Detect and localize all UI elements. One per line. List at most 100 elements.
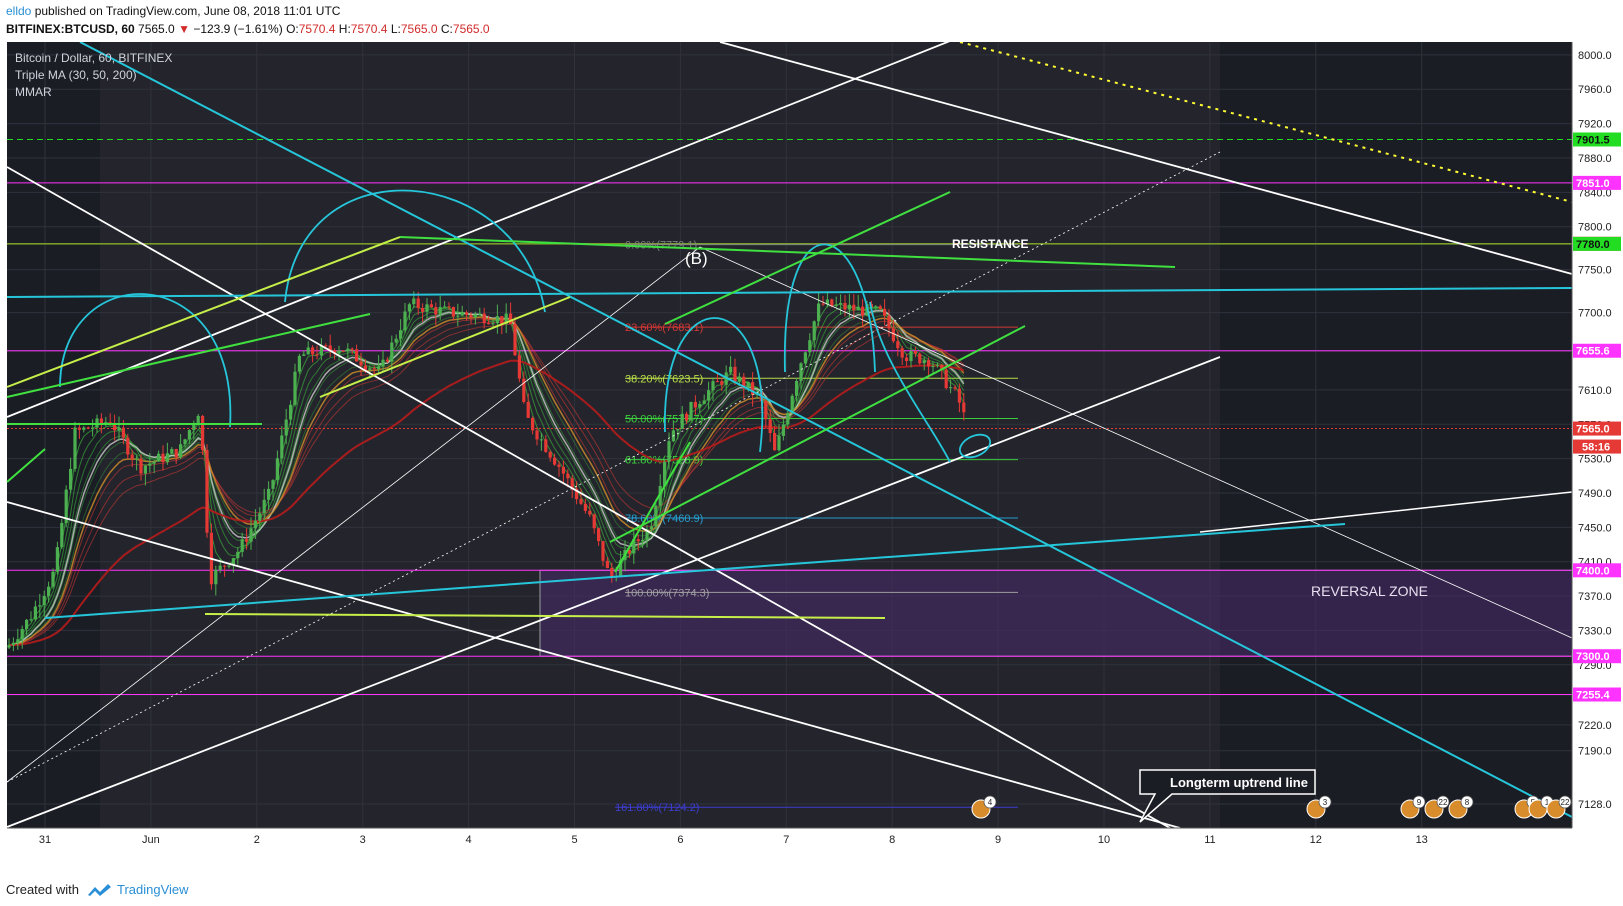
price-label-text: 7565.0 [1576,424,1610,436]
candle-body [289,404,293,420]
time-tick-label: 8 [889,834,895,846]
candle-body [535,430,539,440]
candle-body [33,606,37,620]
trend-drawings[interactable] [6,42,1573,829]
candle-body [20,628,24,640]
lime-line-b[interactable] [319,296,571,398]
candle-body [38,605,42,607]
candle-body [553,457,557,465]
candle-body [161,453,165,463]
candle-body [878,306,882,309]
chart-header: elldo published on TradingView.com, June… [0,0,1623,42]
candle-body [790,395,794,413]
candle-body [768,419,772,434]
reversal-zone-box[interactable] [539,569,1573,657]
candle-body [852,304,856,311]
event-count-bubble [1412,795,1426,809]
candle-body [667,441,671,462]
candle-body [412,298,416,305]
price-chart[interactable]: 0.00%(7779.1)23.60%(7683.1)38.20%(7623.5… [0,42,1623,878]
candle-body [605,560,609,568]
cyan-arc-1[interactable] [59,293,232,428]
green-channel-line-a[interactable] [6,313,371,398]
event-count-text: 22 [1439,798,1448,807]
candle-body [737,376,741,382]
white-uptrend-line[interactable] [6,356,1221,828]
candle-body [174,449,178,458]
fib-label: 100.00%(7374.3) [625,587,709,599]
green-small-stroke[interactable] [6,448,46,483]
yellow-dotted-line[interactable] [959,42,1573,203]
time-tick-label: 13 [1416,834,1428,846]
time-tick-label: 2 [254,834,260,846]
green-channel-line-c[interactable] [609,325,1026,543]
tradingview-link[interactable]: TradingView [117,882,189,897]
cyan-horizontal-line[interactable] [6,287,1573,298]
green-impulse-line[interactable] [614,441,691,573]
candle-body [429,304,433,308]
cyan-uptrend-line[interactable] [44,523,1346,619]
candle-body [372,368,376,370]
resistance-label: RESISTANCE [952,237,1028,251]
white-channel-upper-line[interactable] [6,42,960,418]
candle-body [487,323,491,325]
green-channel-line-b[interactable] [664,191,951,325]
callout-box[interactable]: Longterm uptrend line [1139,769,1316,823]
candle-body [940,364,944,370]
publish-info: published on TradingView.com, June 08, 2… [34,4,341,18]
candle-body [733,366,737,382]
event-count-text: 1 [1545,798,1550,807]
candle-body [891,328,895,342]
candle-body [240,539,244,552]
candle-body [526,401,530,418]
candle-body [346,348,350,352]
candle-body [157,453,161,462]
high-value: 7570.4 [350,22,388,36]
time-axis[interactable] [0,828,1572,850]
candle-body [645,529,649,540]
candle-body [91,427,95,429]
event-count-text: 22 [1561,798,1570,807]
ma-ribbon-slow [8,320,965,646]
price-tick-label: 7220.0 [1578,720,1612,732]
event-badges[interactable]: 4392285122 [971,795,1572,819]
cyan-arc-4[interactable] [784,243,876,373]
candle-body [491,323,495,325]
price-tick-label: 7750.0 [1578,265,1612,277]
candle-body [443,306,447,308]
candle-body [812,321,816,341]
white-short-line[interactable] [1199,491,1573,533]
white-descending-line-a[interactable] [6,166,1171,829]
candle-body [350,348,354,350]
thin-white-line-b[interactable] [699,246,1573,639]
candle-body [297,355,301,372]
candle-body [359,361,363,366]
candle-body [944,369,948,389]
lime-line-a[interactable] [6,236,401,388]
lime-horizontal-line[interactable] [204,613,886,619]
fib-label: 23.60%(7683.1) [625,322,703,334]
tradingview-logo-icon[interactable] [86,882,112,898]
event-count-text: 8 [1465,798,1470,807]
white-descending-line-b[interactable] [6,501,1181,829]
candle-body [135,458,139,460]
author-link[interactable]: elldo [6,4,32,18]
cyan-arc-3[interactable] [664,317,764,453]
thin-white-line-a[interactable] [6,246,701,783]
candle-body [632,539,636,554]
candle-body [7,645,11,648]
candle-body [416,298,420,309]
event-count-bubble [1558,795,1572,809]
candle-body [47,586,51,596]
green-resistance-line[interactable] [399,236,1176,268]
candle-body [55,547,59,572]
candle-body [636,539,640,542]
cyan-circle-marker[interactable] [956,430,993,462]
white-downtrend-line[interactable] [719,42,1573,275]
cyan-arc-2[interactable] [284,189,546,313]
time-tick-label: 6 [677,834,683,846]
cyan-arc-5[interactable] [869,301,951,463]
candle-body [918,353,922,364]
candle-body [152,461,156,464]
candle-body [874,306,878,308]
